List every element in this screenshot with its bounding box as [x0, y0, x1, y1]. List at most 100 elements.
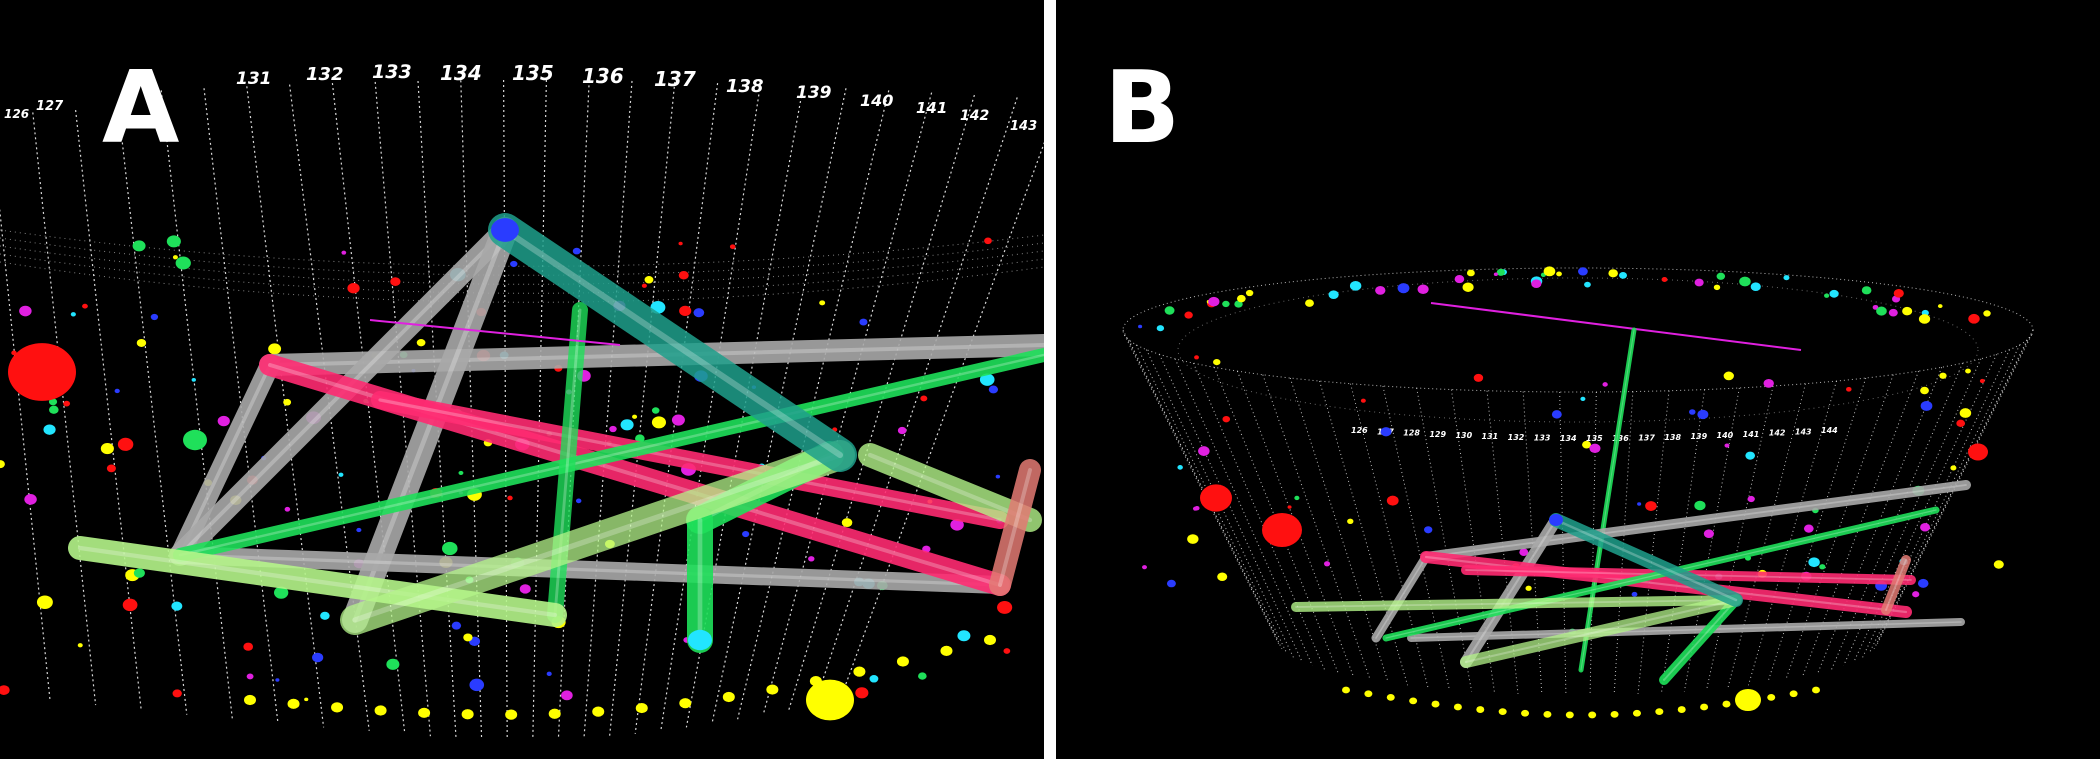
atom-node: [742, 530, 750, 538]
backbone-bead: [1789, 690, 1798, 698]
atom-node: [0, 685, 10, 695]
atom-node: [1703, 529, 1714, 538]
atom-node: [463, 633, 473, 642]
atom-node: [243, 642, 254, 651]
atom-node: [1580, 396, 1586, 401]
atom-node: [1602, 382, 1608, 387]
atom-node: [1959, 408, 1972, 418]
atom-node: [1164, 306, 1175, 315]
atom-node: [1305, 299, 1314, 307]
atom-node: [950, 519, 964, 531]
residue-line: [1802, 370, 1920, 677]
backbone-bead: [940, 645, 953, 656]
atom-node: [561, 690, 573, 701]
gray-tube: [259, 334, 1044, 376]
residue-line: [1350, 383, 1429, 688]
residue-line: [1873, 339, 2028, 650]
atom-node: [1386, 495, 1399, 506]
residue-line: [1319, 380, 1409, 686]
atom-node: [632, 414, 638, 419]
atom-node: [1918, 314, 1931, 324]
atom-node: [48, 398, 58, 406]
residue-line: [788, 94, 975, 711]
residue-line: [1122, 329, 1279, 641]
atom-node: [246, 673, 254, 680]
salmon-tube-highlight: [1885, 559, 1907, 611]
atom-node: [82, 303, 88, 309]
atom-node: [984, 237, 992, 245]
atom-node: [1466, 269, 1475, 277]
residue-line: [1877, 329, 2034, 641]
atom-node: [284, 506, 291, 512]
gray-tube: [1371, 552, 1431, 643]
backbone-bead: [1431, 700, 1440, 708]
atom-node: [320, 611, 330, 620]
magenta-line: [1430, 302, 1802, 351]
backbone-bead: [418, 707, 431, 718]
atom-node: [133, 568, 145, 578]
atom-node: [729, 244, 736, 250]
atom-node: [997, 600, 1013, 614]
atom-node: [458, 470, 464, 476]
atom-node: [1584, 281, 1591, 288]
atom-node: [356, 527, 362, 533]
atom-node: [1360, 398, 1366, 403]
atom-node: [1424, 526, 1433, 534]
residue-tick-label: 136: [1612, 434, 1629, 443]
atom-node: [1608, 269, 1618, 278]
atom-node: [693, 308, 705, 318]
backbone-bead: [287, 698, 300, 709]
atom-node: [1876, 306, 1887, 316]
atom-node: [1142, 565, 1147, 570]
teal-tube-highlight: [501, 226, 844, 459]
residue-tick-label: 135: [1586, 434, 1603, 443]
atom-node: [1236, 294, 1246, 303]
backbone-bead: [1409, 697, 1418, 705]
backbone-bead: [1722, 700, 1731, 708]
residue-line: [583, 80, 633, 739]
atom-node: [1739, 276, 1751, 287]
atom-node: [1184, 311, 1193, 319]
lime-tube: [1291, 595, 1741, 612]
residue-tick-label: 143: [1795, 427, 1812, 436]
atom-node: [519, 584, 531, 594]
atom-node: [1496, 268, 1506, 276]
atom-node: [1194, 355, 1199, 360]
atom-node: [1803, 524, 1814, 533]
lime-tube: [340, 440, 855, 635]
atom-node: [11, 350, 17, 356]
atom-node: [1556, 271, 1562, 277]
lime-tube-highlight: [77, 545, 558, 618]
residue-tick-label: 138: [726, 76, 764, 97]
backbone-bead: [331, 702, 344, 713]
lime-tube-highlight: [867, 452, 1033, 523]
atom-node: [841, 518, 853, 528]
atom-node: [1166, 579, 1176, 588]
atom-node: [442, 541, 458, 556]
atom-node: [1637, 502, 1642, 506]
residue-tick-label: 128: [1403, 429, 1420, 438]
atom-node: [43, 424, 56, 435]
gray-tube: [171, 546, 1009, 594]
gray-tube-highlight: [1375, 556, 1427, 639]
backbone-bead: [896, 656, 909, 667]
atom-node: [855, 687, 869, 699]
residue-line: [839, 141, 1044, 701]
panel-divider: [1044, 0, 1056, 759]
residue-tick-label: 144: [1821, 426, 1838, 435]
atom-node: [469, 678, 485, 692]
atom-node: [1846, 386, 1852, 392]
atom-node: [1194, 506, 1200, 511]
atom-node: [268, 343, 282, 355]
atom-node: [1697, 409, 1709, 420]
atom-node: [1245, 289, 1254, 297]
atom-node: [1375, 286, 1386, 295]
backbone-bead: [1588, 711, 1597, 719]
atom-node: [609, 425, 617, 433]
backbone-bead: [1543, 710, 1552, 718]
atom-node: [390, 277, 401, 286]
atom-node: [1462, 282, 1474, 292]
atom-node: [171, 601, 183, 611]
atom-node: [0, 460, 5, 469]
gray-tube-highlight: [1464, 518, 1558, 664]
